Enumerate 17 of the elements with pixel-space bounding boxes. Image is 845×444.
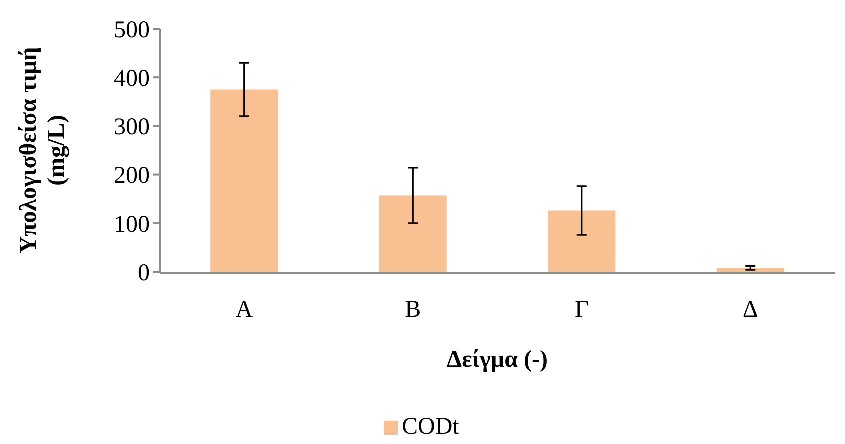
y-tick-label: 200: [114, 163, 150, 190]
legend-label: CODt: [402, 414, 460, 440]
y-tick-label: 0: [138, 260, 150, 286]
bar: [379, 196, 447, 272]
bar: [716, 268, 784, 272]
y-tick-label: 400: [114, 66, 150, 92]
x-tick-label: Β: [405, 297, 422, 323]
x-tick-label: Α: [236, 297, 254, 323]
y-tick-label: 500: [114, 17, 150, 44]
x-tick-label: Γ: [574, 297, 589, 323]
y-axis-title: Υπολογισθείσα τιμή (mg/L): [16, 47, 70, 254]
x-axis-title: Δείγμα (-): [447, 347, 548, 373]
bar: [210, 90, 278, 272]
x-tick-label: Δ: [742, 297, 758, 323]
y-tick-label: 100: [114, 212, 150, 238]
y-tick-label: 300: [114, 114, 150, 141]
bar: [548, 210, 616, 272]
